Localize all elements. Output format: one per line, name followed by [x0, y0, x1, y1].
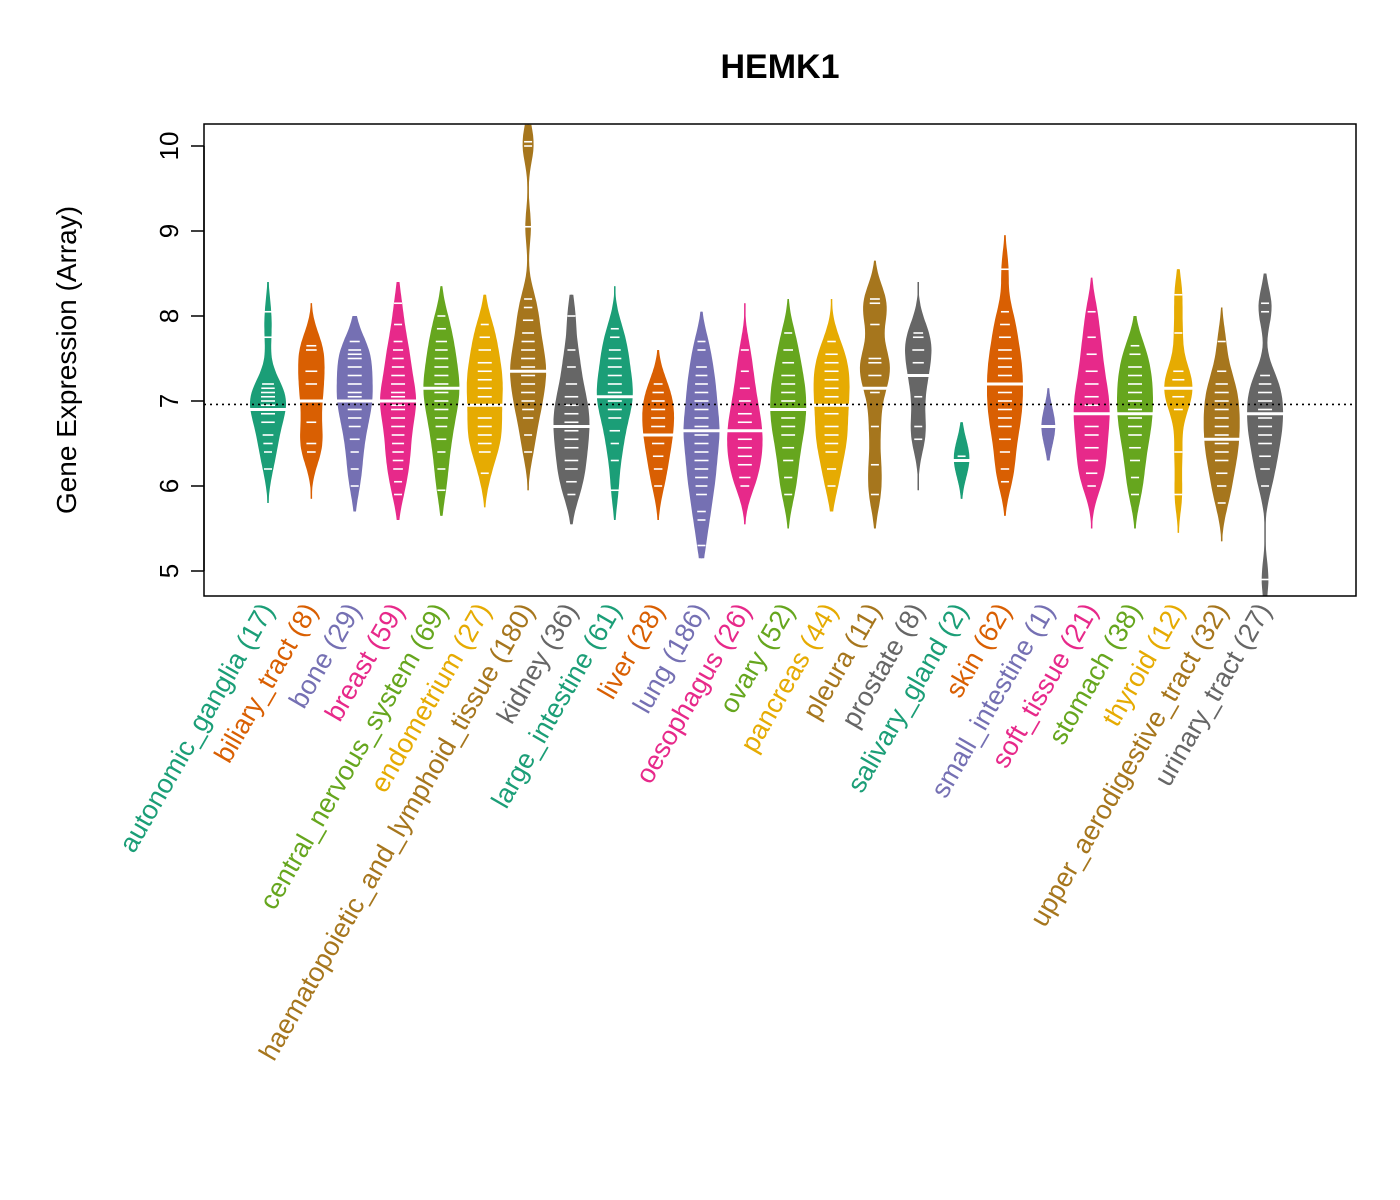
plot-area [203, 123, 1357, 597]
bean-shape [770, 299, 807, 529]
bean-large_intestine [594, 286, 635, 520]
bean-lung [681, 311, 722, 559]
y-tick-label: 7 [154, 394, 184, 408]
y-tick-label: 6 [154, 479, 184, 493]
bean-oesophagus [725, 303, 765, 525]
bean-ovary [768, 299, 809, 529]
y-tick-label: 9 [154, 224, 184, 238]
bean-small_intestine [1039, 388, 1058, 461]
bean-shape [1073, 277, 1110, 529]
bean-shape [466, 294, 503, 508]
bean-shape [336, 316, 373, 512]
bean-stomach [1115, 316, 1155, 529]
y-tick-label: 10 [154, 132, 184, 161]
bean-thyroid [1162, 269, 1195, 533]
bean-soft_tissue [1071, 277, 1112, 529]
y-axis-title: Gene Expression (Array) [51, 206, 82, 514]
bean-shape [1117, 316, 1153, 529]
bean-haematopoietic_and_lymphoid_tissue [508, 124, 549, 491]
bean-shape [1041, 388, 1056, 461]
bean-upper_aerodigestive_tract [1202, 307, 1242, 542]
bean-shape [905, 282, 932, 491]
chart-title: HEMK1 [720, 48, 839, 86]
bean-salivary_gland [951, 422, 972, 499]
y-tick-label: 5 [154, 564, 184, 578]
bean-prostate [905, 282, 932, 491]
bean-shape [553, 294, 590, 525]
bean-kidney [551, 294, 592, 525]
bean-shape [1164, 269, 1193, 533]
x-axis-labels: autonomic_ganglia (17)biliary_tract (8)b… [113, 598, 1277, 1065]
bean-pancreas [812, 299, 851, 512]
bean-shape [596, 286, 633, 520]
bean-shape [1203, 307, 1240, 542]
bean-bone [335, 316, 375, 512]
bean-skin [984, 235, 1025, 516]
bean-autonomic_ganglia [248, 282, 288, 503]
y-axis: 5 6 7 8 9 10 [154, 132, 205, 578]
bean-shape [859, 260, 890, 529]
bean-liver [641, 350, 675, 520]
bean-central_nervous_system [421, 286, 462, 516]
bean-endometrium [465, 294, 505, 508]
bean-biliary_tract [297, 303, 325, 499]
bean-urinary_tract [1245, 273, 1286, 597]
bean-pleura [859, 260, 890, 529]
y-tick-label: 8 [154, 309, 184, 323]
bean-breast [378, 282, 419, 520]
